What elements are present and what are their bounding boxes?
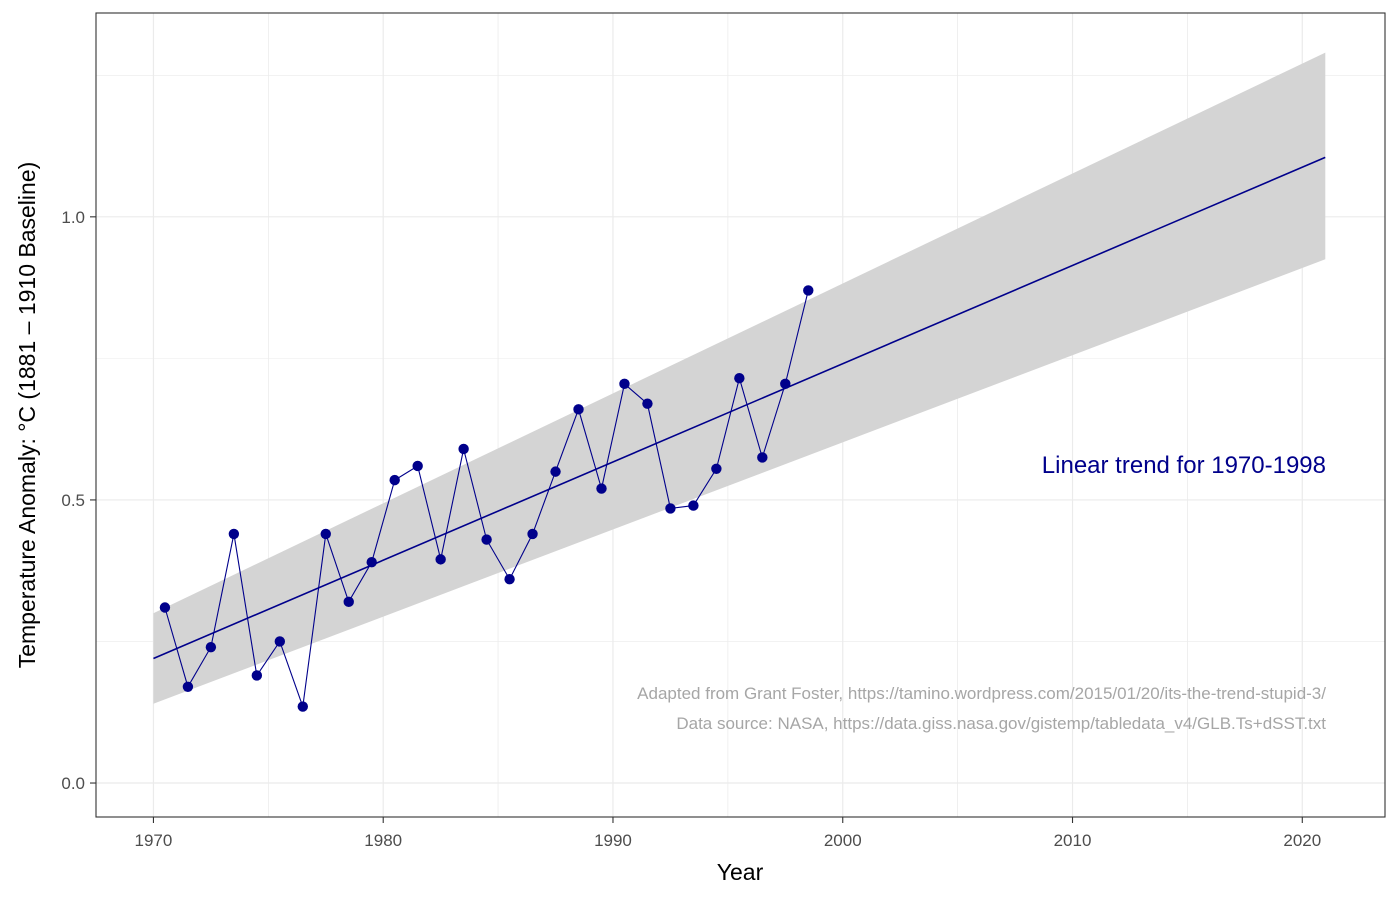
data-point (274, 636, 286, 647)
x-tick-label: 2000 (824, 831, 862, 850)
data-point (780, 378, 791, 390)
x-tick-label: 1970 (135, 831, 173, 850)
data-point (458, 443, 469, 455)
data-point (389, 474, 400, 486)
data-point (665, 503, 676, 514)
data-point (734, 372, 745, 384)
trend-line (153, 156, 1326, 660)
data-points-group (159, 285, 814, 712)
y-tick-label: 1.0 (61, 208, 85, 227)
data-point (435, 554, 446, 565)
data-point (619, 378, 630, 390)
data-point (757, 452, 768, 463)
data-point (412, 460, 423, 472)
data-point (366, 557, 377, 568)
data-point (527, 528, 538, 540)
data-point (711, 463, 722, 474)
trend-line-group (153, 156, 1326, 660)
data-point (803, 285, 814, 296)
x-tick-label: 2020 (1283, 831, 1321, 850)
data-point (205, 641, 217, 653)
data-point (596, 483, 607, 494)
data-point (297, 701, 308, 712)
data-point (343, 596, 354, 608)
data-point (228, 528, 240, 540)
data-point (481, 534, 492, 545)
y-tick-label: 0.0 (61, 774, 85, 793)
data-point (688, 500, 699, 511)
data-point (504, 573, 515, 585)
trend-annotation: Linear trend for 1970-1998 (1042, 452, 1326, 479)
plot-panel-border (95, 12, 1386, 818)
x-tick-label: 1990 (594, 831, 632, 850)
caption-data-source: Data source: NASA, https://data.giss.nas… (676, 714, 1326, 733)
data-point (320, 528, 331, 540)
x-axis-title: Year (717, 859, 764, 885)
y-axis-title: Temperature Anomaly: °C (1881 – 1910 Bas… (14, 162, 40, 669)
data-point (550, 466, 561, 477)
y-axis: 0.0 0.5 1.0 (61, 208, 96, 793)
caption-source-adapted: Adapted from Grant Foster, https://tamin… (637, 684, 1326, 703)
data-point (159, 602, 171, 613)
data-point (182, 681, 194, 692)
data-point (573, 404, 584, 415)
data-point (642, 398, 653, 409)
x-tick-label: 2010 (1054, 831, 1092, 850)
x-axis: 1970 1980 1990 2000 2010 2020 (135, 817, 1321, 850)
x-tick-label: 1980 (364, 831, 402, 850)
data-point (251, 670, 263, 681)
y-tick-label: 0.5 (61, 491, 85, 510)
